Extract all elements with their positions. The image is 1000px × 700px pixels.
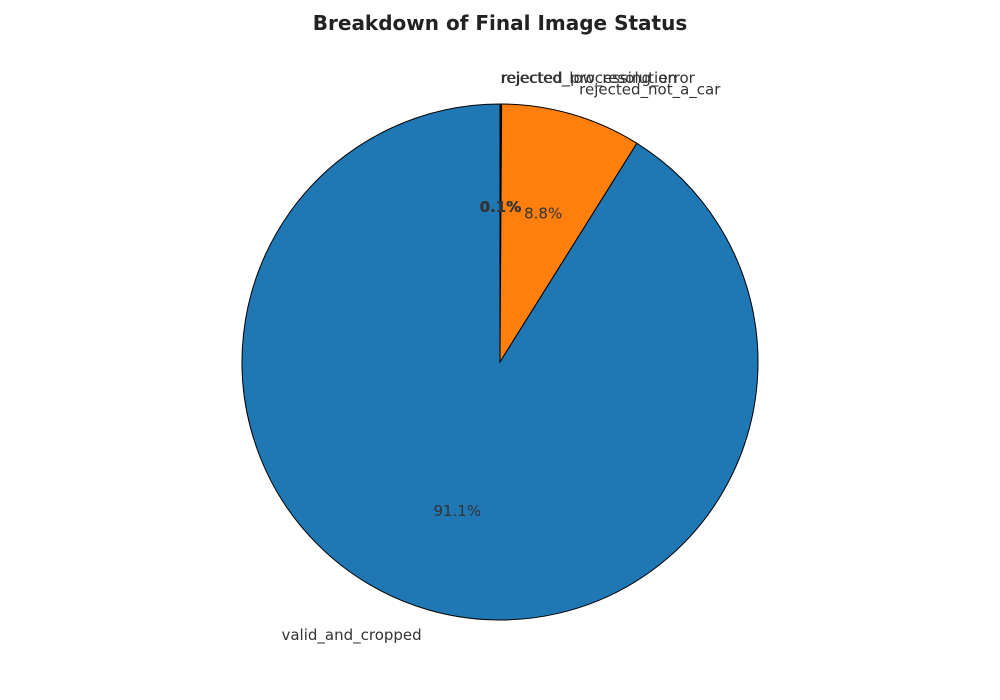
- pct-label-rejected-processing-error: 0.1%: [480, 198, 522, 216]
- slice-label-valid-and-cropped: valid_and_cropped: [281, 626, 421, 645]
- pie-slices: [241, 103, 759, 621]
- pie-slice-valid-and-cropped: [241, 103, 759, 621]
- pct-label-valid-and-cropped: 91.1%: [433, 502, 481, 520]
- pct-label-rejected-not-a-car: 8.8%: [524, 204, 562, 222]
- pct-label-rejected-low-resolution: 0.1%: [479, 198, 521, 216]
- pie-slice-rejected-not-a-car: [499, 103, 638, 364]
- slice-label-rejected-processing-error: rejected_processing_error: [501, 69, 695, 88]
- pie-labels: rejected_low_resolution 0.1% rejected_proc…: [281, 69, 721, 645]
- chart-title: Breakdown of Final Image Status: [313, 11, 687, 35]
- slice-label-rejected-low-resolution: rejected_low_resolution: [500, 69, 676, 88]
- slice-label-rejected-not-a-car: rejected_not_a_car: [579, 80, 721, 99]
